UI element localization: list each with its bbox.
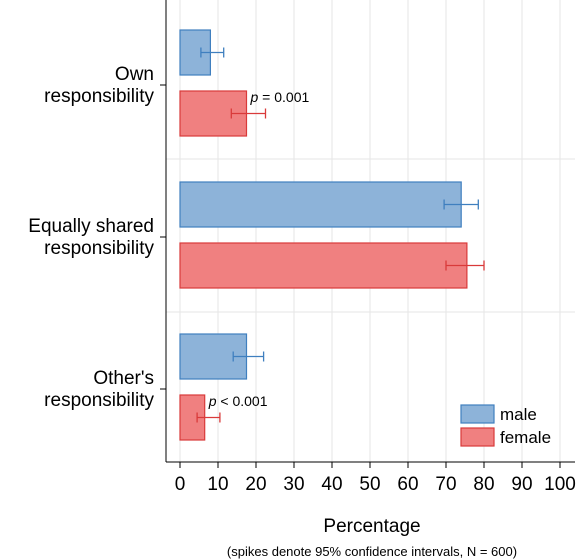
x-tick-label: 100 (544, 474, 576, 495)
p-value-label: p = 0.001 (250, 89, 310, 105)
x-axis-label: Percentage (323, 516, 420, 537)
x-tick-label: 70 (435, 474, 456, 495)
x-tick-label: 10 (207, 474, 228, 495)
x-tick-label: 80 (473, 474, 494, 495)
x-tick-label: 40 (321, 474, 342, 495)
x-tick-label: 0 (175, 474, 186, 495)
legend-swatch-male (460, 404, 495, 424)
chart-note: (spikes denote 95% confidence intervals,… (227, 544, 517, 559)
legend: male female (460, 404, 551, 447)
x-tick-label: 90 (511, 474, 532, 495)
x-tick-label: 30 (283, 474, 304, 495)
legend-label-female: female (500, 428, 551, 447)
category-label: Equally shared responsibility (28, 216, 154, 259)
category-labels: Own responsibility Equally shared responsib… (28, 64, 154, 411)
legend-swatch-female (460, 427, 495, 447)
x-tick-label: 60 (397, 474, 418, 495)
legend-label-male: male (500, 405, 537, 424)
category-label: Own responsibility (44, 64, 154, 107)
bars: p = 0.001 p < 0.001 (179, 29, 485, 441)
grid-lines (166, 0, 575, 462)
bar-male (179, 181, 462, 228)
p-value-label: p < 0.001 (208, 393, 268, 409)
x-tick-label: 20 (245, 474, 266, 495)
axes: 0 10 20 30 40 50 60 70 80 90 100 (160, 0, 576, 495)
bar-female (179, 242, 468, 289)
x-tick-label: 50 (359, 474, 380, 495)
category-label: Other's responsibility (44, 368, 154, 411)
